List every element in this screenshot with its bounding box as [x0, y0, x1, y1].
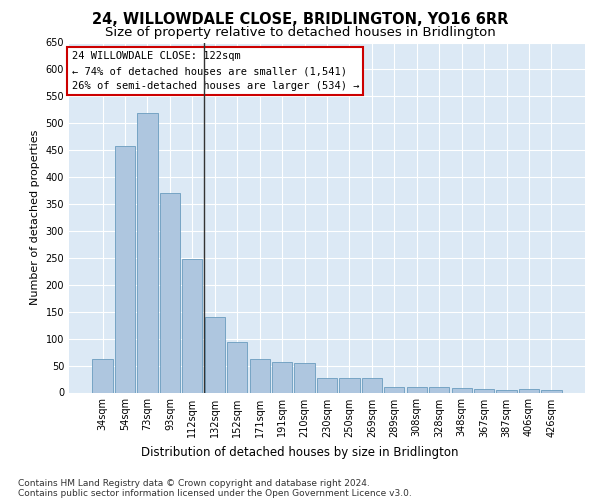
Bar	[160, 194, 180, 392]
Bar	[250, 359, 270, 392]
Text: Distribution of detached houses by size in Bridlington: Distribution of detached houses by size …	[141, 446, 459, 459]
Bar	[317, 378, 337, 392]
Bar	[137, 113, 158, 392]
Bar	[384, 386, 404, 392]
Bar	[541, 390, 562, 392]
Bar	[429, 386, 449, 392]
Bar	[340, 378, 359, 392]
Bar	[227, 342, 247, 392]
Bar	[272, 362, 292, 392]
Text: 24, WILLOWDALE CLOSE, BRIDLINGTON, YO16 6RR: 24, WILLOWDALE CLOSE, BRIDLINGTON, YO16 …	[92, 12, 508, 28]
Text: Size of property relative to detached houses in Bridlington: Size of property relative to detached ho…	[104, 26, 496, 39]
Bar	[474, 390, 494, 392]
Text: 24 WILLOWDALE CLOSE: 122sqm
← 74% of detached houses are smaller (1,541)
26% of : 24 WILLOWDALE CLOSE: 122sqm ← 74% of det…	[71, 52, 359, 91]
Bar	[496, 390, 517, 392]
Bar	[182, 259, 202, 392]
Bar	[205, 317, 225, 392]
Bar	[407, 386, 427, 392]
Bar	[92, 358, 113, 392]
Bar	[115, 146, 135, 392]
Bar	[519, 390, 539, 392]
Y-axis label: Number of detached properties: Number of detached properties	[30, 130, 40, 305]
Bar	[295, 363, 314, 392]
Text: Contains public sector information licensed under the Open Government Licence v3: Contains public sector information licen…	[18, 489, 412, 498]
Text: Contains HM Land Registry data © Crown copyright and database right 2024.: Contains HM Land Registry data © Crown c…	[18, 479, 370, 488]
Bar	[362, 378, 382, 392]
Bar	[452, 388, 472, 392]
